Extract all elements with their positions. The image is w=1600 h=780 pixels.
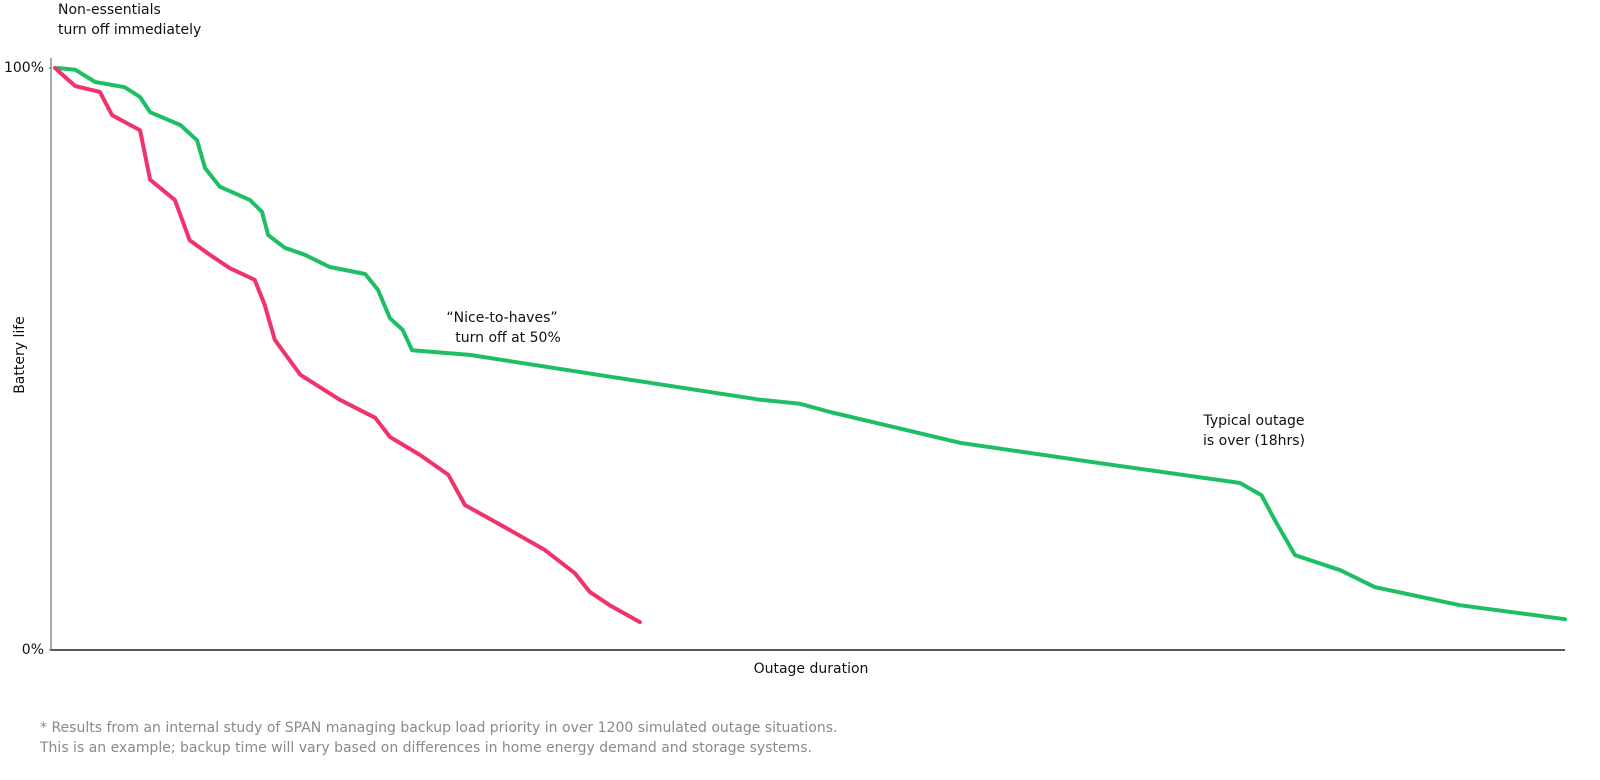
y-axis-label: Battery life xyxy=(12,316,28,394)
annotation: turn off immediately xyxy=(58,22,201,38)
line xyxy=(53,66,642,625)
x-axis-label: Outage duration xyxy=(754,661,869,677)
line xyxy=(55,66,1567,622)
footnote: This is an example; backup time will var… xyxy=(39,740,812,756)
annotation: Non-essentials xyxy=(58,2,161,18)
y-tick-label: 100% xyxy=(4,60,44,76)
footnote: * Results from an internal study of SPAN… xyxy=(40,720,837,736)
y-tick-label: 0% xyxy=(22,642,44,658)
annotation: is over (18hrs) xyxy=(1203,433,1305,449)
annotation: “Nice-to-haves” xyxy=(446,310,557,326)
annotation: Typical outage xyxy=(1202,413,1304,429)
annotation: turn off at 50% xyxy=(455,330,561,346)
